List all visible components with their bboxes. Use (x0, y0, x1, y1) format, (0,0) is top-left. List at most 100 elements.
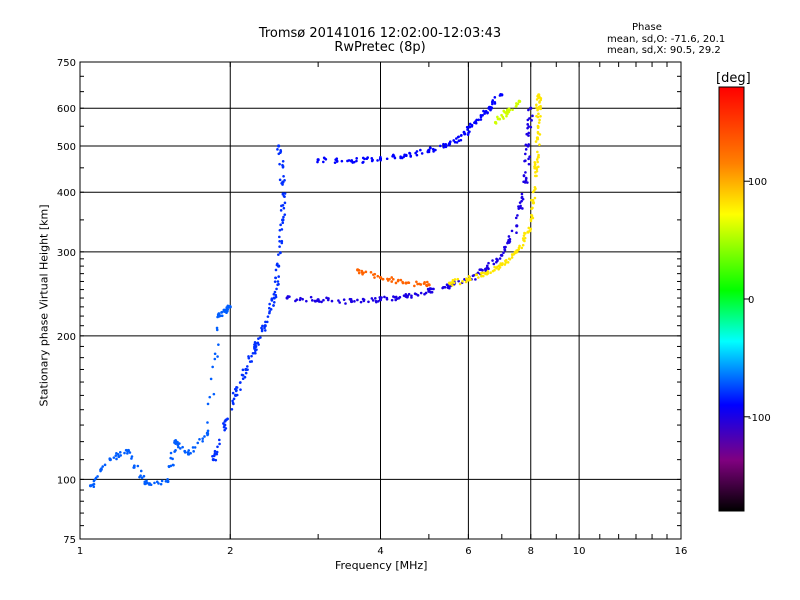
trace-point (283, 213, 287, 216)
trace-point (322, 298, 325, 302)
trace-point (491, 269, 495, 273)
trace-point (508, 240, 512, 243)
trace-point (281, 193, 285, 196)
trace-point (126, 449, 130, 453)
trace-point (238, 381, 242, 384)
trace-point (254, 351, 257, 355)
trace-point (510, 253, 514, 256)
trace-point (274, 293, 278, 297)
trace-point (201, 437, 205, 440)
trace-point (338, 301, 341, 304)
trace-point (464, 277, 468, 280)
x-tick-label: 1 (77, 546, 83, 557)
trace-point (453, 278, 457, 281)
trace-point (535, 114, 538, 118)
trace-point (386, 277, 389, 281)
trace-point (253, 347, 256, 350)
trace-point (495, 266, 498, 270)
trace-point (536, 160, 539, 164)
phase-stats-heading: Phase (632, 22, 662, 33)
trace-point (536, 94, 539, 98)
trace-point (356, 298, 359, 302)
trace-point (420, 152, 424, 155)
data-point (211, 458, 215, 462)
trace-point (359, 300, 363, 304)
trace-point (272, 292, 276, 296)
trace-point (270, 297, 274, 300)
trace-point (535, 167, 539, 171)
trace-point (482, 274, 485, 278)
trace-point (478, 268, 482, 272)
trace-point (206, 402, 210, 406)
trace-point (118, 450, 122, 454)
phase-stats-o: mean, sd,O: -71.6, 20.1 (607, 34, 726, 45)
trace-point (230, 408, 234, 411)
trace-point (492, 262, 496, 266)
trace-point (491, 259, 494, 262)
trace-point (260, 328, 264, 331)
trace-point (451, 280, 454, 284)
trace-point (280, 204, 283, 208)
trace-point (177, 445, 180, 449)
trace-point (335, 160, 339, 163)
trace-point (423, 292, 426, 296)
trace-point (533, 196, 537, 200)
trace-point (533, 174, 537, 178)
y-tick-label: 500 (57, 142, 76, 153)
trace-point (515, 102, 518, 105)
x-tick-label: 10 (573, 546, 586, 557)
trace-point (257, 343, 260, 346)
trace-point (538, 101, 541, 104)
trace-point (383, 295, 386, 299)
trace-point (515, 231, 518, 235)
trace-point (380, 296, 383, 299)
trace-point (497, 267, 500, 271)
trace-point (416, 294, 420, 297)
trace-point (444, 143, 448, 146)
trace-point (213, 352, 217, 356)
trace-point (215, 450, 219, 454)
trace-point (139, 469, 143, 473)
trace-point (491, 102, 494, 106)
trace-point (275, 287, 278, 291)
trace-point (522, 180, 525, 184)
trace-point (457, 135, 460, 139)
trace-point (390, 298, 394, 302)
y-tick-label: 300 (57, 248, 76, 259)
trace-point (351, 161, 355, 164)
data-point (349, 299, 354, 304)
trace-point (409, 154, 412, 158)
trace-point (337, 299, 340, 302)
trace-point (471, 274, 475, 278)
trace-point (537, 112, 540, 116)
trace-point (282, 206, 286, 210)
y-tick-label: 200 (57, 332, 76, 343)
trace-point (413, 292, 417, 296)
trace-point (92, 479, 96, 483)
trace-point (475, 118, 478, 122)
trace-point (266, 315, 270, 318)
trace-point (117, 455, 121, 459)
trace-point (235, 386, 239, 389)
trace-point (419, 291, 423, 295)
trace-point (283, 178, 286, 182)
trace-point (493, 96, 497, 99)
trace-point (502, 251, 505, 255)
trace-point (114, 454, 118, 457)
trace-point (479, 115, 483, 119)
trace-point (514, 251, 517, 255)
trace-point (211, 365, 214, 369)
trace-point (448, 282, 452, 286)
trace-point (263, 329, 267, 332)
trace-point (429, 146, 432, 150)
data-point (515, 224, 519, 228)
trace-point (402, 294, 406, 297)
trace-point (536, 126, 540, 130)
trace-point (528, 117, 531, 120)
trace-point (281, 218, 284, 222)
trace-point (310, 299, 314, 302)
trace-point (280, 181, 283, 185)
trace-point (516, 214, 519, 217)
trace-point (518, 201, 522, 204)
trace-point (206, 429, 210, 433)
